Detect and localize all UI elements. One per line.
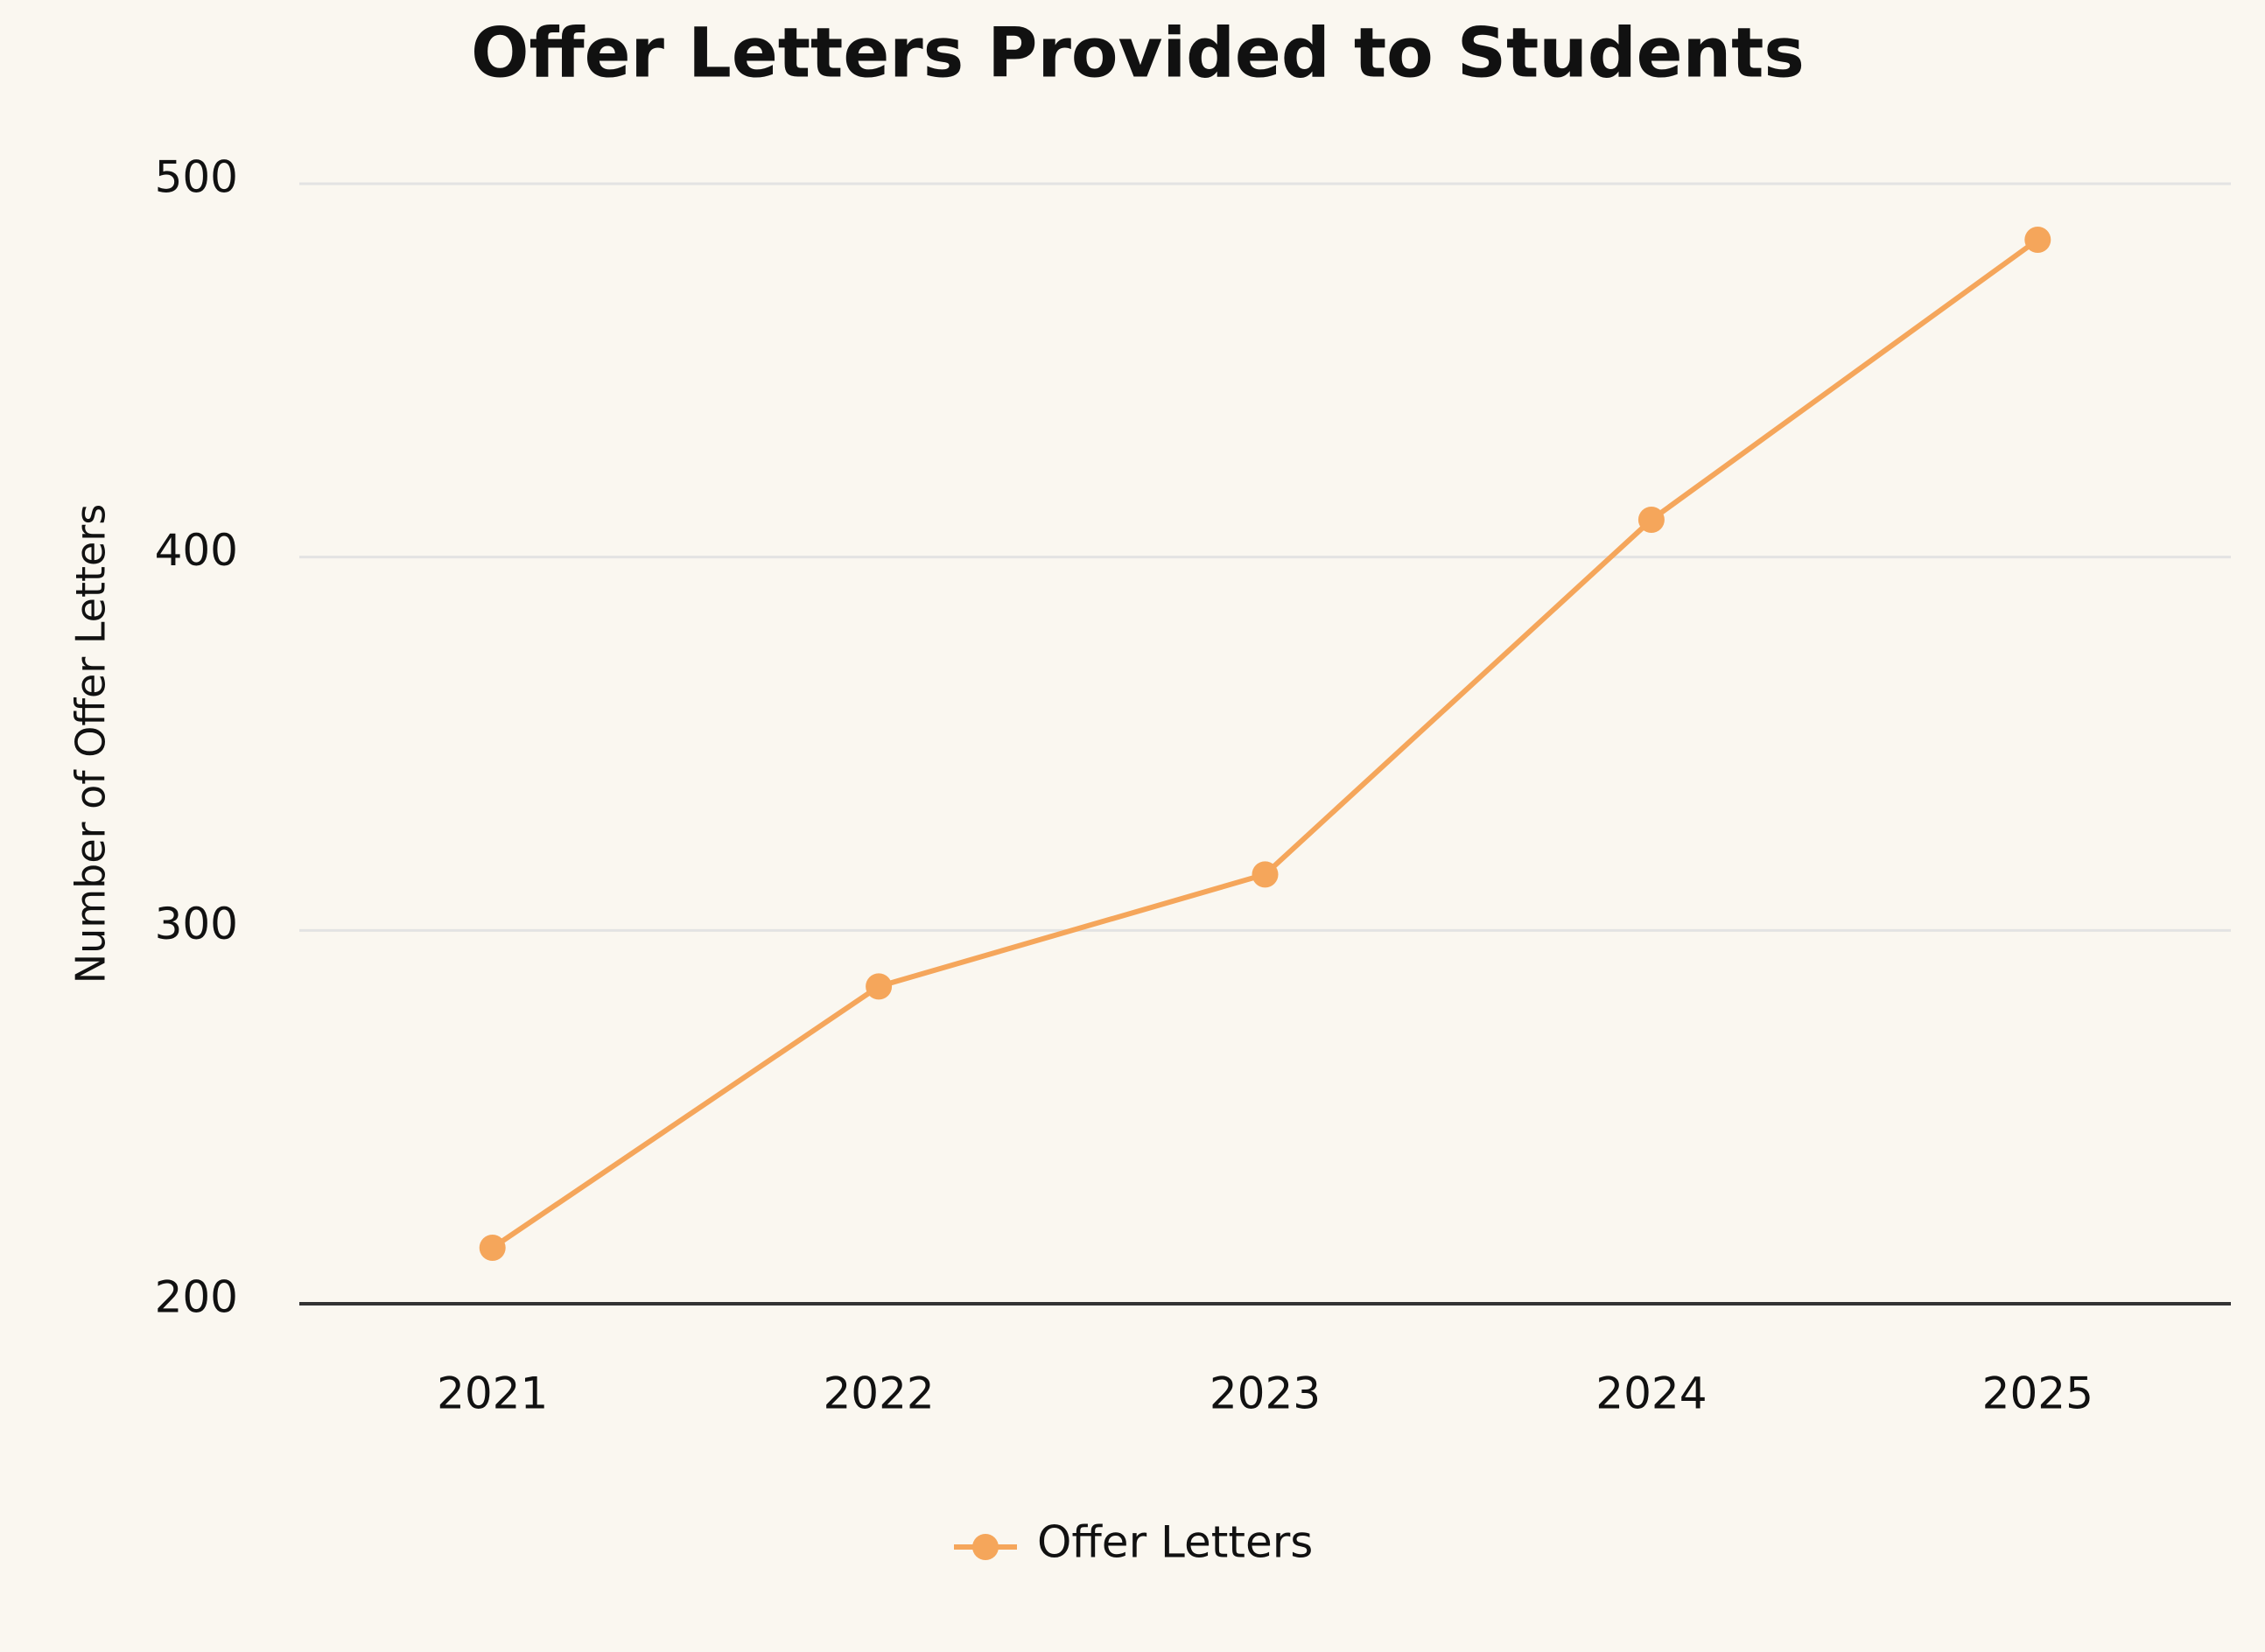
y-tick-label: 400 (155, 525, 238, 576)
y-axis-label: Number of Offer Letters (67, 504, 115, 984)
data-point (1252, 861, 1279, 888)
data-point (2024, 227, 2051, 253)
x-tick-label: 2024 (1595, 1368, 1707, 1419)
x-tick-label: 2022 (823, 1368, 934, 1419)
x-tick-label: 2025 (1982, 1368, 2093, 1419)
y-tick-label: 300 (155, 899, 238, 949)
x-tick-label: 2021 (437, 1368, 548, 1419)
y-tick-label: 500 (155, 152, 238, 203)
data-point (1637, 507, 1665, 533)
data-point (866, 973, 893, 1000)
x-tick-label: 2023 (1210, 1368, 1321, 1419)
data-point (479, 1235, 506, 1261)
chart-title: Offer Letters Provided to Students (471, 14, 1805, 93)
legend-marker (972, 1534, 999, 1560)
y-tick-label: 200 (155, 1272, 238, 1323)
legend-label: Offer Letters (1037, 1517, 1313, 1568)
